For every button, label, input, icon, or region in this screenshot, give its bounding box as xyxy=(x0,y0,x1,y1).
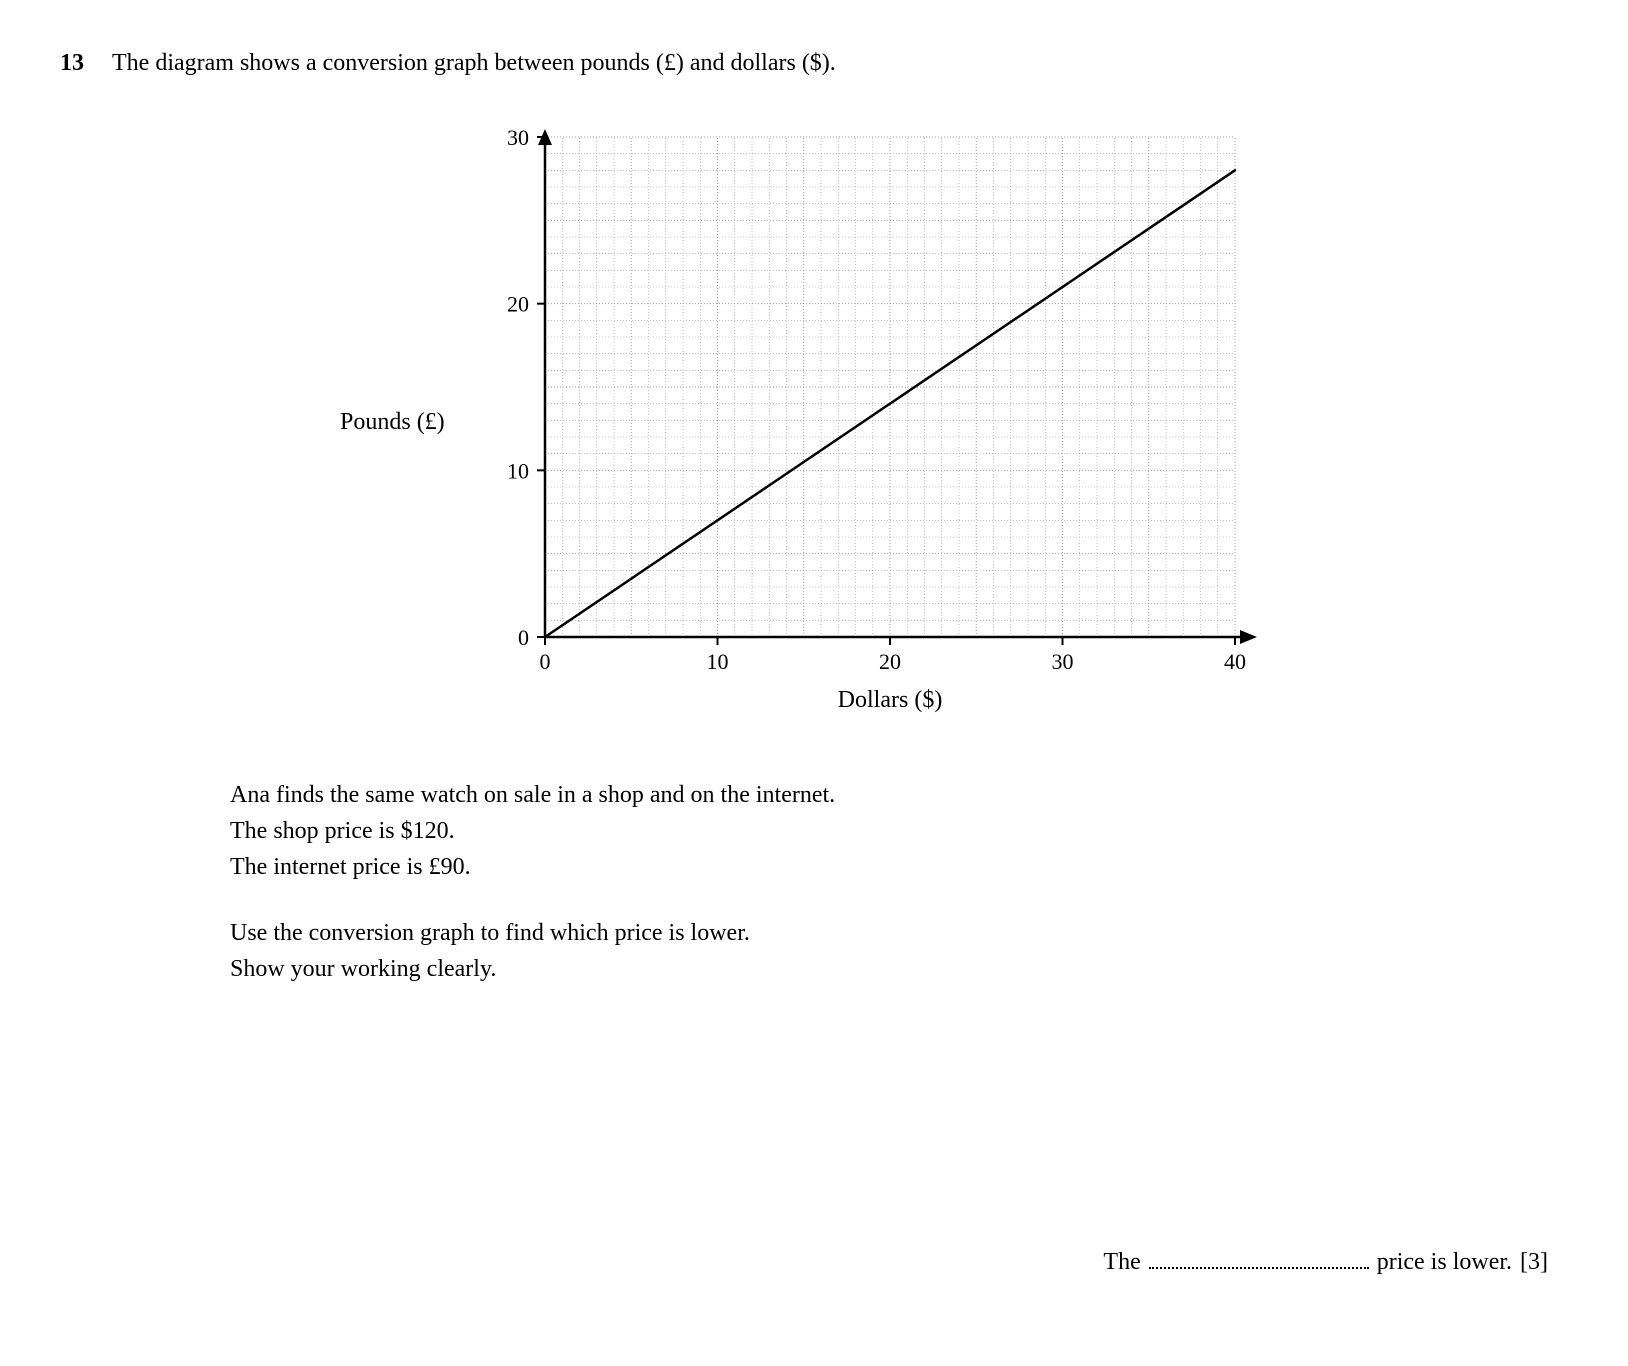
body-line-3: The internet price is £90. xyxy=(230,849,1568,885)
question-prompt: The diagram shows a conversion graph bet… xyxy=(112,50,836,77)
body-line-1: Ana finds the same watch on sale in a sh… xyxy=(230,777,1568,813)
body-line-4: Use the conversion graph to find which p… xyxy=(230,915,1568,951)
body-line-2: The shop price is $120. xyxy=(230,813,1568,849)
y-axis-label: Pounds (£) xyxy=(340,409,445,436)
body-line-5: Show your working clearly. xyxy=(230,951,1568,987)
question-body: Ana finds the same watch on sale in a sh… xyxy=(230,777,1568,987)
answer-blank xyxy=(1149,1245,1369,1269)
conversion-chart: 0 10 20 30 40 0 10 20 30 Dollars ($) xyxy=(475,117,1275,727)
svg-text:0: 0 xyxy=(539,649,550,674)
svg-text:10: 10 xyxy=(507,458,529,483)
svg-text:0: 0 xyxy=(518,625,529,650)
svg-text:20: 20 xyxy=(507,292,529,317)
question-header: 13 The diagram shows a conversion graph … xyxy=(60,50,1568,77)
question-number: 13 xyxy=(60,50,84,77)
svg-text:10: 10 xyxy=(706,649,728,674)
answer-suffix: price is lower. xyxy=(1377,1249,1512,1276)
answer-line: The price is lower. [3] xyxy=(1103,1245,1548,1276)
svg-text:Dollars ($): Dollars ($) xyxy=(837,687,942,713)
svg-text:40: 40 xyxy=(1224,649,1246,674)
answer-prefix: The xyxy=(1103,1249,1140,1276)
answer-marks: [3] xyxy=(1520,1249,1548,1276)
svg-text:30: 30 xyxy=(1051,649,1073,674)
chart-area: Pounds (£) 0 10 20 30 40 0 10 20 30 Dollars ($) xyxy=(340,117,1568,727)
svg-text:30: 30 xyxy=(507,125,529,150)
svg-text:20: 20 xyxy=(879,649,901,674)
